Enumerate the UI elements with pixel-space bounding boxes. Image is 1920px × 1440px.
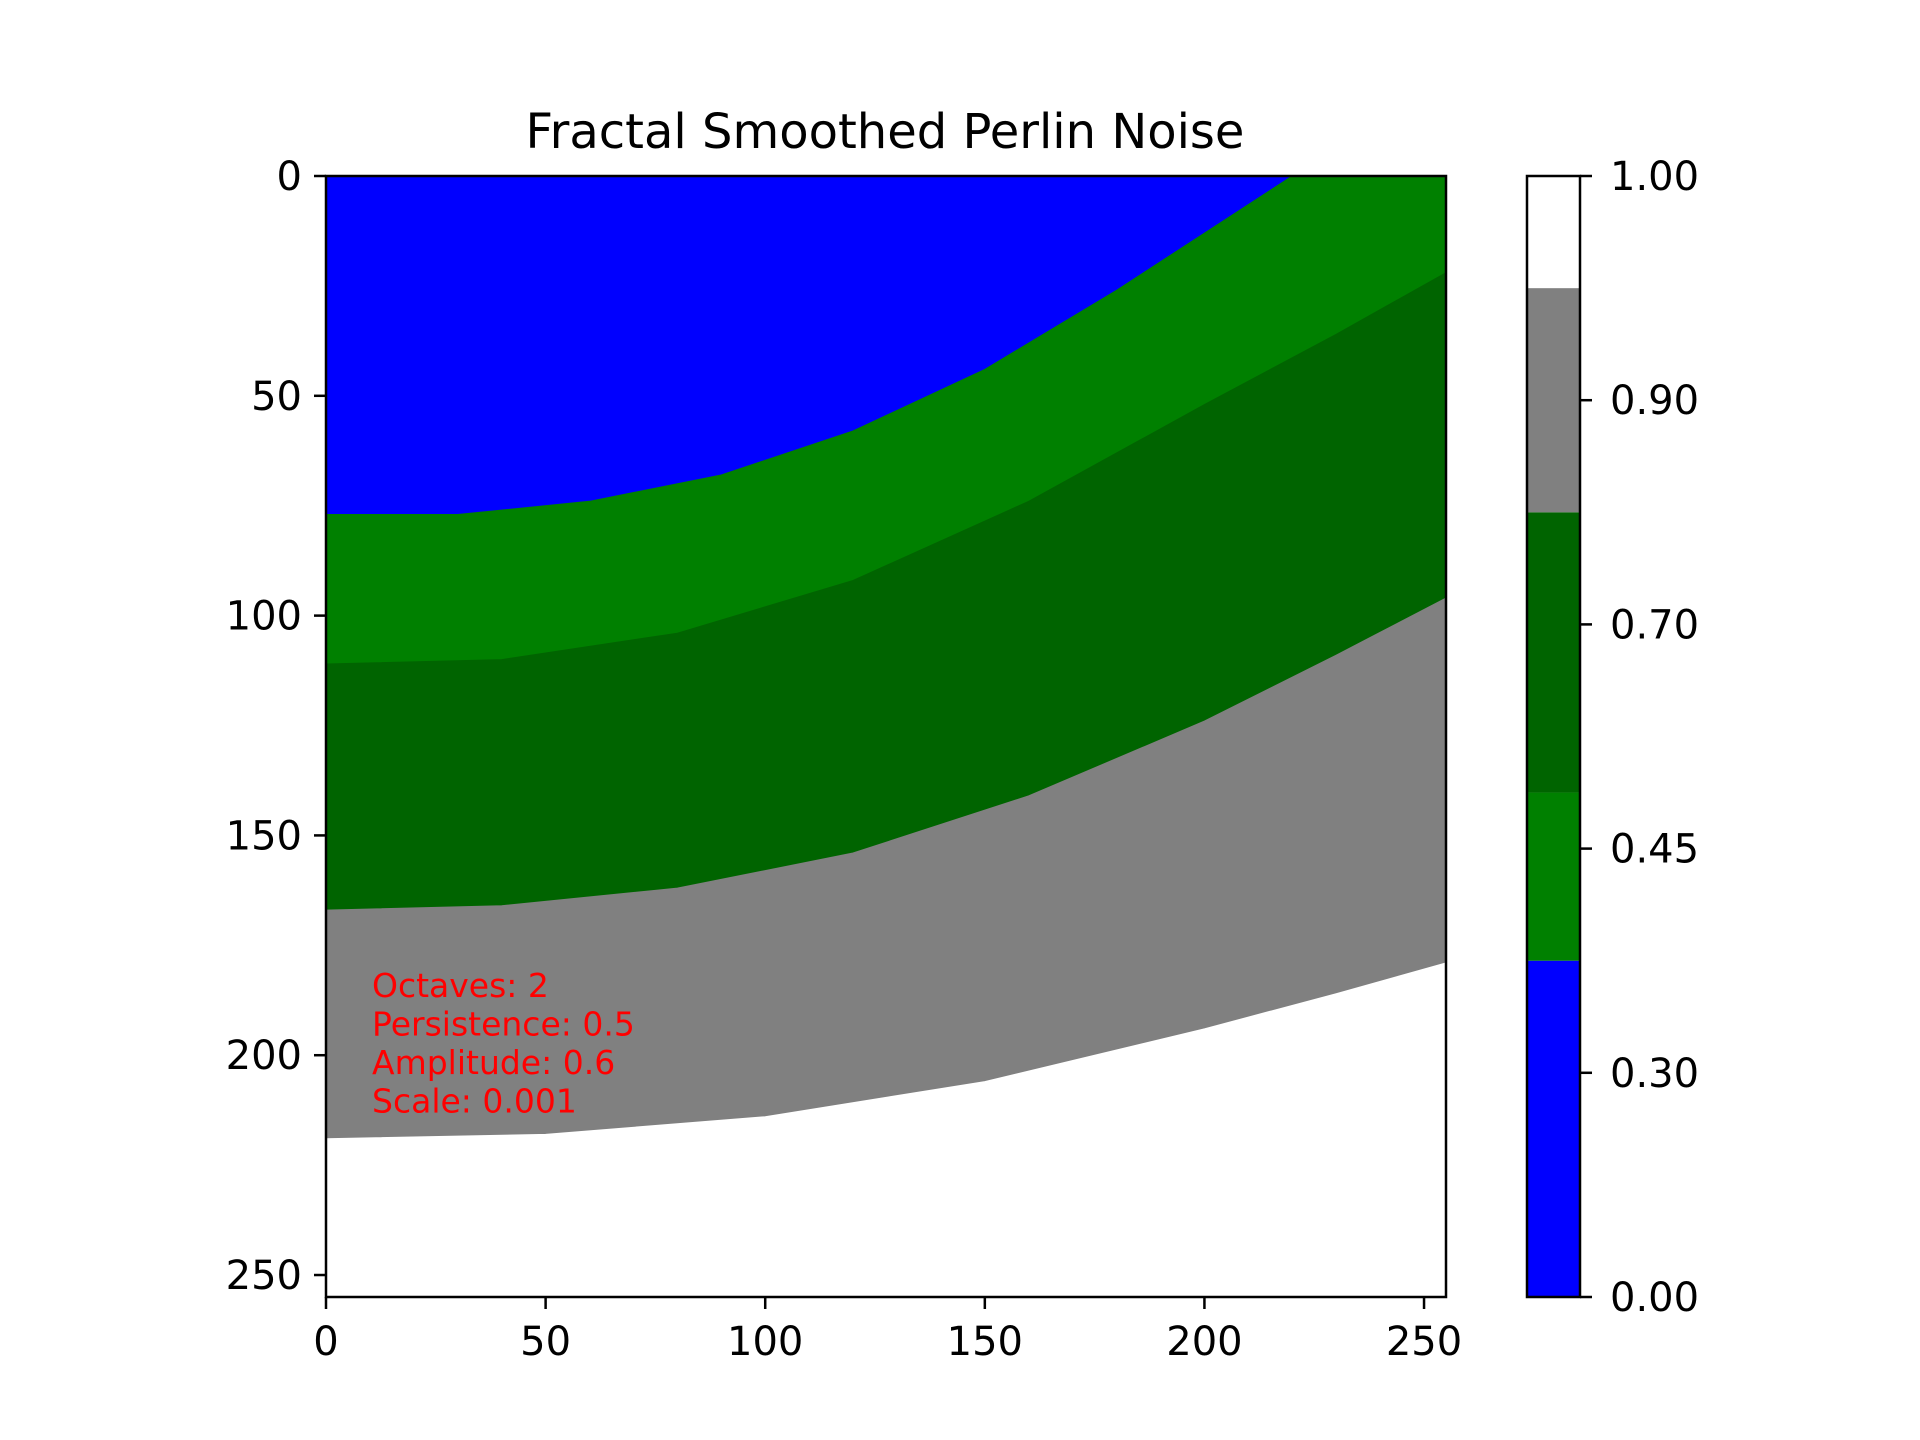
annotation-line: Octaves: 2 <box>372 966 549 1005</box>
y-tick-label: 150 <box>226 813 302 859</box>
colorbar-tick-label: 0.45 <box>1610 827 1699 873</box>
colorbar-band <box>1527 512 1580 793</box>
y-axis: 0 50 100 150 200 250 <box>226 154 326 1299</box>
y-tick-label: 100 <box>226 594 302 640</box>
x-tick-label: 50 <box>520 1319 571 1365</box>
colorbar-tick-label: 0.30 <box>1610 1051 1699 1097</box>
colorbar-band <box>1527 176 1580 289</box>
colorbar-frame <box>1525 174 1582 1299</box>
x-tick-label: 200 <box>1166 1319 1242 1365</box>
x-tick-label: 250 <box>1386 1319 1462 1365</box>
y-tick-label: 200 <box>226 1033 302 1079</box>
colorbar-band <box>1527 288 1580 513</box>
colorbar-tick-label: 0.70 <box>1610 602 1699 648</box>
x-axis: 0 50 100 150 200 250 <box>313 1297 1462 1365</box>
x-tick-label: 150 <box>947 1319 1023 1365</box>
colorbar-bands <box>1527 176 1580 1297</box>
x-tick-label: 100 <box>727 1319 803 1365</box>
colorbar-tick-label: 0.00 <box>1610 1275 1699 1321</box>
colorbar-band <box>1527 960 1580 1297</box>
chart-title: Fractal Smoothed Perlin Noise <box>526 104 1245 160</box>
colorbar-band <box>1527 792 1580 961</box>
colorbar-tick-label: 1.00 <box>1610 154 1699 200</box>
contour-bands <box>325 175 1447 1298</box>
colorbar-tick-label: 0.90 <box>1610 378 1699 424</box>
annotation-line: Amplitude: 0.6 <box>372 1043 615 1082</box>
x-tick-label: 0 <box>313 1319 338 1365</box>
plot-frame <box>324 174 1448 1299</box>
y-tick-label: 50 <box>251 374 302 420</box>
y-tick-label: 0 <box>277 154 302 200</box>
colorbar-ticks: 0.00 0.30 0.45 0.70 0.90 1.00 <box>1580 154 1699 1321</box>
annotation-line: Persistence: 0.5 <box>372 1005 635 1044</box>
colorbar: 0.00 0.30 0.45 0.70 0.90 1.00 <box>1525 154 1699 1321</box>
annotation-line: Scale: 0.001 <box>372 1082 577 1121</box>
y-tick-label: 250 <box>226 1253 302 1299</box>
